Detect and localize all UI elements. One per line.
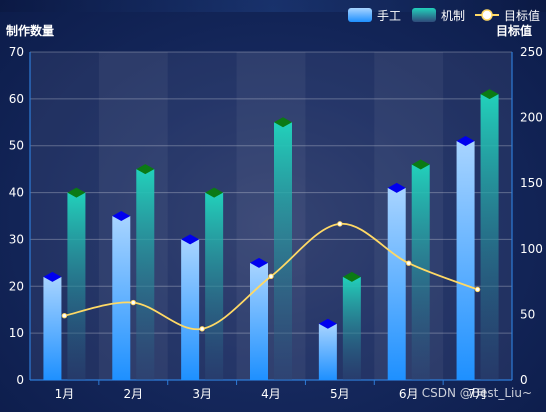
target-point [474, 286, 481, 293]
category-band [236, 52, 306, 380]
y-left-tick-label: 50 [9, 139, 24, 153]
y-right-tick-label: 50 [520, 307, 535, 321]
axes: 0 10 20 30 40 50 60 70 0 50 100 150 200 250 制作数量 目标值 1月 2… [6, 23, 543, 401]
y-left-axis-title: 制作数量 [6, 23, 54, 38]
legend-swatch-manual[interactable] [348, 8, 372, 22]
bar-cap-manual [387, 182, 406, 193]
x-tick-label: 4月 [261, 387, 281, 401]
y-right-tick-label: 0 [520, 373, 528, 387]
x-tick-label: 1月 [55, 387, 75, 401]
bar-cap-manual [456, 136, 475, 147]
bar-cap-manual [181, 234, 200, 245]
plot-background [30, 52, 512, 380]
target-line [61, 221, 481, 332]
legend-label-machine: 机制 [441, 9, 465, 23]
bar-machine [67, 192, 86, 380]
top-glow [0, 0, 546, 12]
y-left-tick-label: 10 [9, 326, 24, 340]
x-tick-label: 6月 [399, 387, 419, 401]
bar-cap-machine [205, 187, 224, 198]
x-tick-label: 5月 [330, 387, 350, 401]
y-right-tick-label: 250 [520, 45, 543, 59]
target-point [337, 221, 343, 227]
target-point [130, 299, 136, 306]
bar-cap-machine [136, 164, 155, 175]
y-left-tick-label: 0 [16, 373, 24, 387]
bar-manual [43, 276, 62, 380]
bar-machine [274, 122, 292, 381]
legend-marker-target[interactable] [481, 9, 493, 21]
category-band [98, 52, 168, 380]
bar-cap-manual [43, 271, 62, 282]
bar-machine [136, 169, 155, 380]
legend[interactable]: 手工 机制 目标值 [348, 8, 540, 23]
x-tick-label: 7月 [468, 387, 488, 401]
y-left-tick-label: 20 [9, 279, 24, 293]
grid-lines [30, 51, 512, 334]
legend-swatch-machine[interactable] [412, 8, 436, 22]
y-left-tick-label: 60 [9, 92, 24, 106]
y-right-tick-label: 100 [520, 242, 543, 256]
bar-manual [318, 323, 337, 380]
x-tick-label: 3月 [192, 387, 212, 401]
category-band [374, 52, 444, 380]
bar-manual [387, 187, 406, 380]
bar-cap-manual [318, 318, 337, 329]
bar-cap-machine [411, 159, 430, 170]
target-point [199, 326, 205, 332]
bar-cap-machine [274, 117, 292, 128]
bar-machine [480, 94, 499, 381]
bar-manual [112, 216, 131, 380]
y-left-tick-label: 30 [9, 232, 24, 246]
bar-machine [342, 276, 361, 380]
legend-label-target: 目标值 [504, 8, 540, 23]
bar-manual [456, 141, 475, 380]
bars [43, 89, 499, 381]
y-right-tick-label: 150 [520, 176, 543, 190]
bar-cap-manual [112, 211, 131, 221]
target-point [268, 273, 274, 280]
y-left-tick-label: 70 [9, 45, 24, 59]
bar-cap-manual [250, 257, 268, 268]
bar-cap-machine [67, 187, 86, 198]
x-tick-label: 2月 [123, 387, 143, 401]
bar-cap-machine [480, 89, 499, 100]
bar-manual [181, 239, 200, 380]
bar-cap-machine [342, 271, 361, 282]
category-bands [30, 52, 512, 380]
bar-manual [250, 262, 268, 380]
y-left-tick-label: 40 [9, 186, 24, 200]
bar-machine [205, 192, 224, 380]
y-right-axis-title: 目标值 [496, 23, 532, 38]
bar-machine [411, 164, 430, 380]
y-right-tick-label: 200 [520, 111, 543, 125]
watermark: CSDN @Best_Liu~ [421, 386, 532, 400]
target-point [406, 260, 412, 266]
legend-label-manual: 手工 [377, 9, 401, 23]
target-point [61, 313, 68, 319]
